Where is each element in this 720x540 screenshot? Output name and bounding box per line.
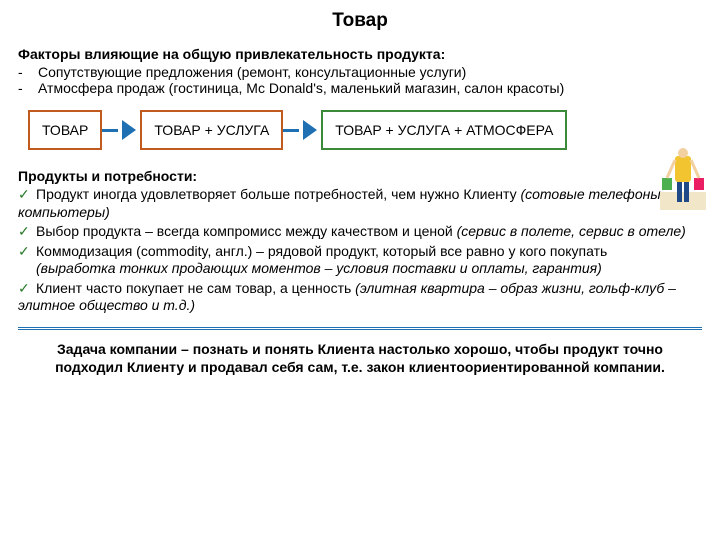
need-item: ✓Коммодизация (commodity, англ.) – рядов… xyxy=(18,243,702,278)
arrow-icon xyxy=(283,120,321,140)
arrow-icon xyxy=(102,120,140,140)
flow-box-2: ТОВАР + УСЛУГА xyxy=(140,110,283,150)
need-item: ✓Продукт иногда удовлетворяет больше пот… xyxy=(18,186,702,221)
factors-list: Сопутствующие предложения (ремонт, консу… xyxy=(18,64,702,96)
check-icon: ✓ xyxy=(18,186,36,204)
factors-heading: Факторы влияющие на общую привлекательно… xyxy=(18,46,702,62)
flow-box-1: ТОВАР xyxy=(28,110,102,150)
flow-box-3: ТОВАР + УСЛУГА + АТМОСФЕРА xyxy=(321,110,567,150)
factor-item: Сопутствующие предложения (ремонт, консу… xyxy=(18,64,702,80)
shopper-icon xyxy=(660,148,706,210)
slide-title: Товар xyxy=(18,10,702,32)
flow-diagram: ТОВАР ТОВАР + УСЛУГА ТОВАР + УСЛУГА + АТ… xyxy=(28,110,702,150)
check-icon: ✓ xyxy=(18,280,36,298)
check-icon: ✓ xyxy=(18,243,36,261)
factor-item: Атмосфера продаж (гостиница, Mc Donald's… xyxy=(18,80,702,96)
check-icon: ✓ xyxy=(18,223,36,241)
needs-heading: Продукты и потребности: xyxy=(18,168,702,184)
divider-line xyxy=(18,327,702,330)
needs-list: ✓Продукт иногда удовлетворяет больше пот… xyxy=(18,186,702,315)
need-item: ✓Выбор продукта – всегда компромисс межд… xyxy=(18,223,702,241)
conclusion-text: Задача компании – познать и понять Клиен… xyxy=(18,340,702,376)
need-item: ✓Клиент часто покупает не сам товар, а ц… xyxy=(18,280,702,315)
